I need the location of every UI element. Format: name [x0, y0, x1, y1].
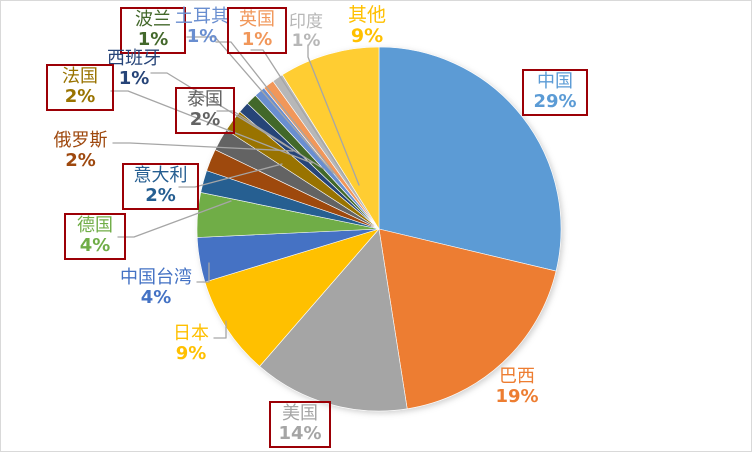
- data-label-taiwan-name: 中国台湾: [120, 267, 192, 288]
- data-label-france[interactable]: 法国 2%: [46, 64, 114, 112]
- data-label-thailand-name: 泰国: [187, 89, 223, 110]
- data-label-spain[interactable]: 西班牙 1%: [94, 48, 174, 90]
- data-label-thailand[interactable]: 泰国 2%: [175, 87, 235, 135]
- data-label-poland[interactable]: 波兰 1%: [120, 7, 186, 55]
- data-label-uk[interactable]: 英国 1%: [227, 7, 287, 55]
- data-label-russia-value: 2%: [65, 150, 96, 172]
- data-label-other-value: 9%: [350, 25, 384, 48]
- data-label-germany[interactable]: 德国 4%: [64, 213, 126, 261]
- data-label-other[interactable]: 其他 9%: [339, 4, 395, 48]
- pie-slice[interactable]: [378, 46, 562, 272]
- leader-line-germany: [117, 200, 232, 238]
- data-label-poland-name: 波兰: [135, 9, 171, 30]
- data-label-uk-name: 英国: [239, 9, 275, 30]
- data-label-spain-name: 西班牙: [107, 48, 161, 69]
- data-label-france-value: 2%: [64, 86, 96, 108]
- leader-line-italy: [178, 163, 283, 188]
- leader-line-india: [307, 44, 360, 186]
- data-label-germany-name: 德国: [77, 215, 113, 236]
- leader-line-poland: [186, 36, 334, 174]
- data-label-italy[interactable]: 意大利 2%: [122, 163, 199, 211]
- data-label-brazil-value: 19%: [495, 386, 539, 408]
- data-label-china-value: 29%: [533, 91, 577, 113]
- data-label-japan-name: 日本: [173, 323, 209, 344]
- data-label-turkey-name: 土耳其: [175, 6, 229, 27]
- data-label-italy-value: 2%: [145, 185, 176, 207]
- pie-slice[interactable]: [281, 46, 380, 231]
- data-label-germany-value: 4%: [79, 235, 111, 257]
- data-label-usa-value: 14%: [278, 423, 322, 445]
- pie-slice[interactable]: [378, 228, 557, 410]
- data-label-usa-name: 美国: [282, 403, 318, 424]
- data-label-turkey[interactable]: 土耳其 1%: [173, 6, 231, 48]
- data-label-china-name: 中国: [537, 71, 573, 92]
- data-label-japan-value: 9%: [175, 343, 207, 365]
- data-label-india-value: 1%: [291, 31, 321, 52]
- leader-line-russia: [112, 142, 294, 152]
- data-label-spain-value: 1%: [118, 68, 150, 90]
- pie-slice[interactable]: [259, 228, 408, 412]
- pie-slice-group[interactable]: [196, 46, 562, 412]
- leader-line-taiwan: [196, 262, 210, 283]
- data-label-other-name: 其他: [347, 4, 386, 26]
- leader-line-turkey: [215, 41, 340, 180]
- data-label-poland-value: 1%: [137, 29, 169, 51]
- data-label-usa[interactable]: 美国 14%: [269, 401, 331, 449]
- data-label-brazil[interactable]: 巴西 19%: [491, 366, 543, 408]
- leader-line-spain: [150, 72, 325, 170]
- data-label-taiwan[interactable]: 中国台湾 4%: [114, 267, 198, 309]
- data-label-taiwan-value: 4%: [140, 287, 172, 309]
- data-label-uk-value: 1%: [241, 29, 273, 51]
- leader-line-japan: [213, 320, 227, 339]
- data-label-russia[interactable]: 俄罗斯 2%: [48, 130, 113, 172]
- leader-line-france: [110, 90, 313, 164]
- data-label-turkey-value: 1%: [186, 26, 218, 48]
- data-label-japan[interactable]: 日本 9%: [167, 323, 215, 365]
- data-label-italy-name: 意大利: [133, 165, 188, 186]
- data-label-france-name: 法国: [62, 66, 98, 87]
- data-label-thailand-value: 2%: [189, 109, 221, 131]
- data-label-india-name: 印度: [289, 12, 323, 32]
- leader-line-uk: [250, 49, 350, 184]
- data-label-brazil-name: 巴西: [499, 366, 535, 387]
- data-label-russia-name: 俄罗斯: [53, 130, 108, 151]
- data-label-china[interactable]: 中国 29%: [522, 69, 588, 117]
- data-label-india[interactable]: 印度 1%: [280, 12, 332, 52]
